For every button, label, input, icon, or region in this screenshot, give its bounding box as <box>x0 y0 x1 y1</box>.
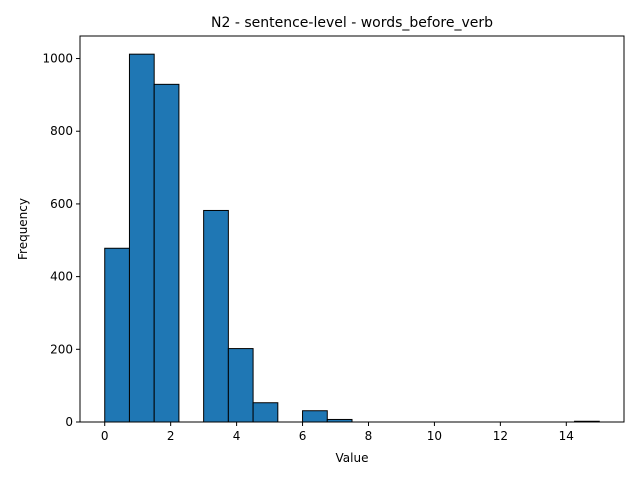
histogram-bar <box>104 247 130 423</box>
y-axis-title: Frequency <box>16 198 30 260</box>
x-tick-label: 6 <box>299 429 307 443</box>
histogram-bar <box>128 53 155 423</box>
y-axis-ticks: 0 200 400 600 800 1000 <box>42 52 80 429</box>
x-tick-label: 14 <box>559 429 574 443</box>
y-tick-label: 600 <box>50 197 73 211</box>
x-tick-label: 10 <box>427 429 442 443</box>
x-tick-label: 4 <box>233 429 241 443</box>
x-axis-title: Value <box>336 451 369 465</box>
y-tick-label: 400 <box>50 270 73 284</box>
y-tick-label: 0 <box>65 415 73 429</box>
x-tick-label: 12 <box>493 429 508 443</box>
histogram-bar <box>302 410 328 423</box>
histogram-bar <box>153 83 180 423</box>
x-tick-label: 8 <box>365 429 373 443</box>
bars-group <box>104 53 600 423</box>
x-axis-ticks: 0 2 4 6 8 10 12 14 <box>101 422 574 443</box>
x-tick-label: 0 <box>101 429 109 443</box>
histogram-bar <box>203 209 229 423</box>
plot-frame <box>79 35 625 423</box>
x-tick-label: 2 <box>167 429 175 443</box>
y-tick-label: 200 <box>50 342 73 356</box>
histogram-bar <box>252 402 279 423</box>
histogram-bar <box>227 348 254 423</box>
y-tick-label: 1000 <box>42 52 73 66</box>
y-tick-label: 800 <box>50 124 73 138</box>
chart-title: N2 - sentence-level - words_before_verb <box>211 15 493 31</box>
